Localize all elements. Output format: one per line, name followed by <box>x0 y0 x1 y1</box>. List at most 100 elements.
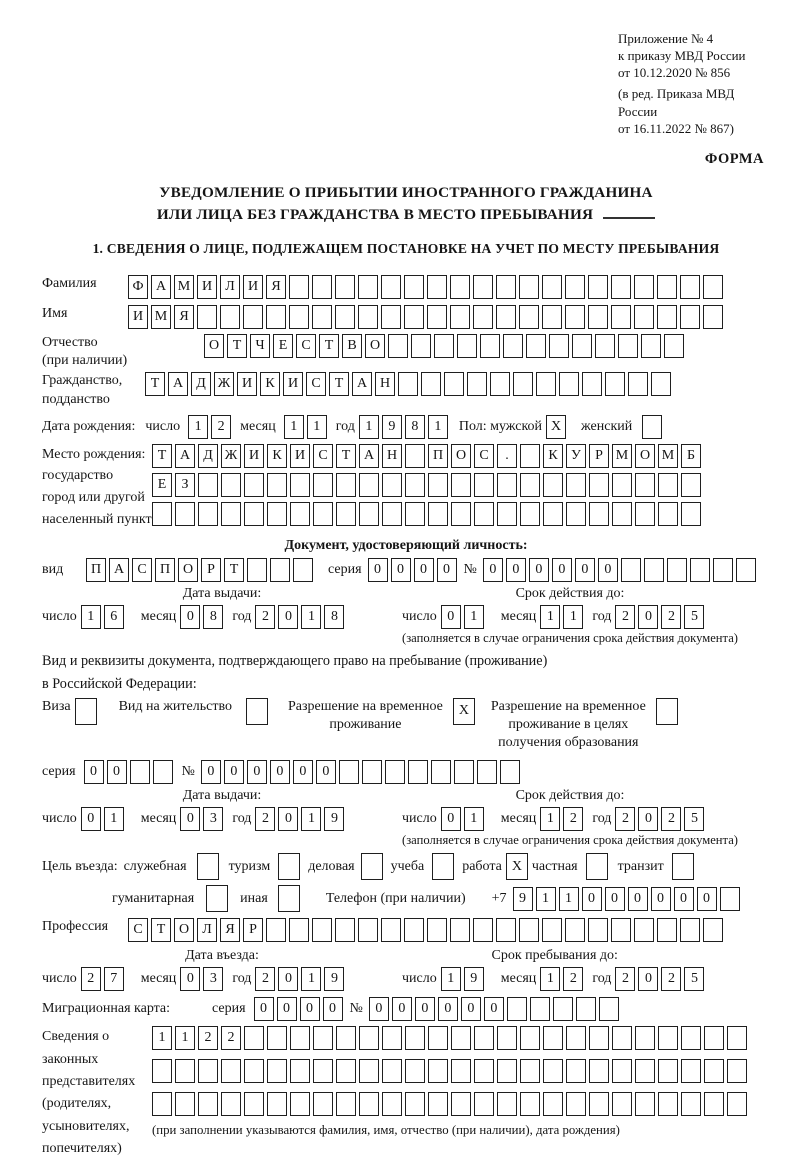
char-cell[interactable] <box>382 1026 402 1051</box>
char-cell[interactable]: 2 <box>198 1026 218 1051</box>
char-cell[interactable] <box>566 501 586 526</box>
char-cell[interactable] <box>290 1026 310 1051</box>
char-cell[interactable] <box>497 501 517 526</box>
char-cell[interactable] <box>335 918 355 943</box>
char-cell[interactable]: З <box>175 472 195 497</box>
char-cell[interactable]: 2 <box>563 807 584 832</box>
char-cell[interactable] <box>611 305 631 329</box>
char-cell[interactable] <box>244 1059 264 1084</box>
char-cell[interactable] <box>689 557 710 582</box>
char-cell[interactable] <box>427 275 447 299</box>
char-cell[interactable] <box>175 1092 195 1117</box>
guardians-cells-line2[interactable] <box>152 1059 750 1084</box>
char-cell[interactable] <box>359 501 379 526</box>
char-cell[interactable] <box>129 760 150 785</box>
char-cell[interactable]: 2 <box>615 604 636 629</box>
char-cell[interactable] <box>658 1059 678 1084</box>
char-cell[interactable] <box>651 372 671 397</box>
char-cell[interactable]: А <box>175 443 195 468</box>
char-cell[interactable] <box>499 760 520 785</box>
char-cell[interactable]: 9 <box>324 807 345 832</box>
char-cell[interactable] <box>336 501 356 526</box>
char-cell[interactable]: 0 <box>581 886 602 911</box>
char-cell[interactable]: И <box>243 275 263 299</box>
char-cell[interactable] <box>526 334 546 358</box>
char-cell[interactable] <box>588 305 608 329</box>
char-cell[interactable] <box>520 501 540 526</box>
char-cell[interactable] <box>473 918 493 943</box>
char-cell[interactable]: 0 <box>322 997 343 1022</box>
char-cell[interactable] <box>497 1026 517 1051</box>
char-cell[interactable] <box>382 501 402 526</box>
char-cell[interactable] <box>658 1026 678 1051</box>
char-cell[interactable] <box>405 1059 425 1084</box>
char-cell[interactable]: 3 <box>203 807 224 832</box>
char-cell[interactable] <box>476 760 497 785</box>
char-cell[interactable] <box>175 1059 195 1084</box>
purpose-work-checkbox[interactable]: X <box>505 853 528 881</box>
char-cell[interactable] <box>152 1092 172 1117</box>
char-cell[interactable]: 0 <box>696 886 717 911</box>
char-cell[interactable] <box>358 305 378 329</box>
char-cell[interactable] <box>704 1092 724 1117</box>
char-cell[interactable] <box>152 1059 172 1084</box>
char-cell[interactable] <box>658 1092 678 1117</box>
char-cell[interactable] <box>589 472 609 497</box>
char-cell[interactable] <box>681 1092 701 1117</box>
char-cell[interactable]: 0 <box>246 760 267 785</box>
char-cell[interactable]: 0 <box>673 886 694 911</box>
char-cell[interactable] <box>451 1092 471 1117</box>
char-cell[interactable]: 0 <box>390 557 411 582</box>
char-cell[interactable] <box>620 557 641 582</box>
char-cell[interactable] <box>244 472 264 497</box>
char-cell[interactable] <box>565 305 585 329</box>
char-cell[interactable]: 5 <box>684 807 705 832</box>
char-cell[interactable] <box>618 334 638 358</box>
char-cell[interactable] <box>519 305 539 329</box>
char-cell[interactable]: У <box>566 443 586 468</box>
residence-permit-checkbox[interactable] <box>245 697 268 725</box>
char-cell[interactable]: 1 <box>463 807 484 832</box>
char-cell[interactable] <box>404 918 424 943</box>
char-cell[interactable]: С <box>128 918 148 943</box>
char-cell[interactable] <box>277 885 300 913</box>
char-cell[interactable]: 2 <box>661 967 682 992</box>
char-cell[interactable]: 2 <box>661 807 682 832</box>
char-cell[interactable] <box>520 472 540 497</box>
char-cell[interactable] <box>411 334 431 358</box>
char-cell[interactable] <box>244 1092 264 1117</box>
char-cell[interactable]: 0 <box>292 760 313 785</box>
char-cell[interactable] <box>572 334 592 358</box>
char-cell[interactable] <box>634 918 654 943</box>
purpose-private-checkbox[interactable] <box>585 853 608 881</box>
char-cell[interactable] <box>506 997 527 1022</box>
char-cell[interactable] <box>405 501 425 526</box>
char-cell[interactable]: Р <box>589 443 609 468</box>
char-cell[interactable] <box>267 472 287 497</box>
char-cell[interactable] <box>582 372 602 397</box>
char-cell[interactable] <box>384 760 405 785</box>
char-cell[interactable]: 0 <box>597 557 618 582</box>
char-cell[interactable] <box>589 1059 609 1084</box>
char-cell[interactable] <box>566 1092 586 1117</box>
char-cell[interactable] <box>313 501 333 526</box>
char-cell[interactable]: . <box>497 443 517 468</box>
purpose-other-checkbox[interactable] <box>277 885 300 913</box>
char-cell[interactable] <box>152 501 172 526</box>
char-cell[interactable]: 5 <box>684 604 705 629</box>
char-cell[interactable] <box>267 1059 287 1084</box>
char-cell[interactable] <box>520 1026 540 1051</box>
char-cell[interactable] <box>450 918 470 943</box>
char-cell[interactable] <box>680 918 700 943</box>
char-cell[interactable] <box>404 305 424 329</box>
char-cell[interactable]: 9 <box>381 414 402 439</box>
char-cell[interactable] <box>635 1092 655 1117</box>
